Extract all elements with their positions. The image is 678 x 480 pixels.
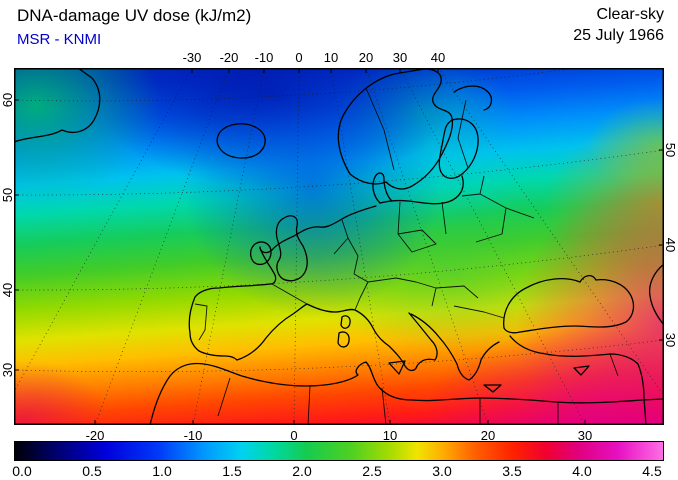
colorbar-tick-label: 4.5	[642, 463, 662, 479]
top-lon-label: -30	[182, 50, 202, 65]
top-lon-label: 0	[295, 50, 303, 65]
right-lat-label: 30	[663, 332, 678, 348]
colorbar-tick-label: 1.5	[222, 463, 242, 479]
colorbar-tick-label: 2.5	[362, 463, 382, 479]
left-lat-label: 40	[0, 282, 15, 298]
sky-condition-label: Clear-sky	[596, 6, 664, 23]
top-lon-label: -10	[254, 50, 274, 65]
left-lat-label: 30	[0, 362, 15, 378]
top-lon-label: 40	[430, 50, 446, 65]
colorbar-tick-label: 4.0	[572, 463, 592, 479]
country-borders	[194, 87, 619, 425]
top-lon-label: 20	[358, 50, 374, 65]
left-lat-label: 50	[0, 187, 15, 203]
map-frame	[14, 68, 664, 425]
uv-dose-field	[14, 68, 664, 425]
right-lat-label: 50	[663, 142, 678, 158]
colorbar-tick-label: 2.0	[292, 463, 312, 479]
page-title: DNA-damage UV dose (kJ/m2)	[17, 6, 252, 25]
map-panel	[14, 68, 664, 425]
top-lon-label: -20	[219, 50, 239, 65]
coastlines	[14, 68, 664, 425]
top-lon-label: 10	[323, 50, 339, 65]
date-label: 25 July 1966	[573, 27, 664, 44]
data-source-label: MSR - KNMI	[17, 31, 102, 48]
colorbar-tick-label: 0.5	[82, 463, 102, 479]
left-lat-label: 60	[0, 92, 15, 108]
bottom-lon-label: -10	[183, 428, 203, 443]
top-lon-label: 30	[392, 50, 408, 65]
bottom-lon-label: 30	[577, 428, 593, 443]
colorbar-tick-label: 3.5	[502, 463, 522, 479]
colorbar-tick-label: 3.0	[432, 463, 452, 479]
right-lat-label: 40	[663, 237, 678, 253]
colorbar-gradient	[14, 441, 664, 461]
bottom-lon-label: 10	[382, 428, 398, 443]
bottom-lon-label: 20	[480, 428, 496, 443]
colorbar-tick-label: 1.0	[152, 463, 172, 479]
colorbar-tick-label: 0.0	[12, 463, 32, 479]
bottom-lon-label: 0	[290, 428, 298, 443]
map-canvas	[14, 68, 664, 425]
bottom-lon-label: -20	[85, 428, 105, 443]
graticule	[14, 68, 664, 425]
